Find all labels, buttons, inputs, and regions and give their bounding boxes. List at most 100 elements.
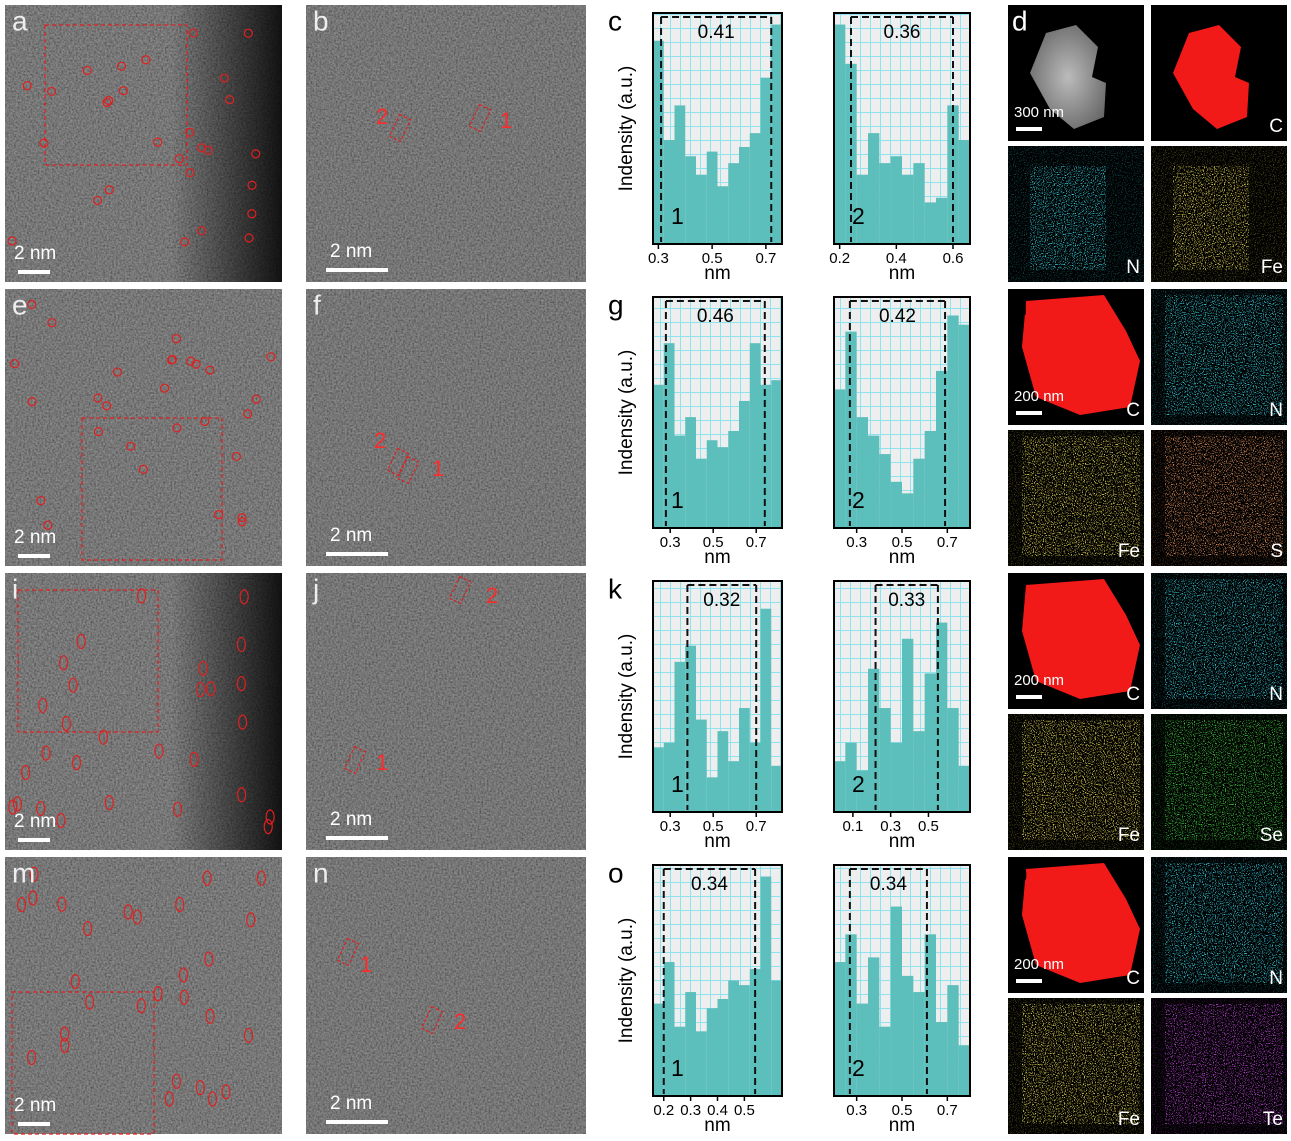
single-atom-marker: [172, 423, 182, 433]
single-atom-marker: [185, 168, 195, 178]
single-atom-marker: [153, 986, 163, 1002]
bar: [717, 998, 729, 1096]
bar: [913, 731, 925, 812]
single-atom-marker: [8, 799, 18, 815]
single-atom-marker: [207, 1091, 218, 1107]
x-tick-label: 0.3: [880, 818, 901, 835]
single-atom-marker: [68, 677, 78, 693]
bar: [771, 24, 782, 244]
single-atom-marker: [174, 153, 184, 164]
bar: [706, 440, 718, 528]
single-atom-marker: [243, 28, 253, 38]
bar: [728, 430, 739, 528]
single-atom-marker: [93, 393, 103, 403]
bar: [696, 719, 707, 812]
scale-bar-label: 200 nm: [1014, 672, 1064, 689]
x-tick-label: 0.2: [653, 1102, 674, 1119]
single-atom-marker: [256, 870, 266, 886]
panel-letter: e: [12, 289, 28, 320]
single-atom-marker: [41, 745, 51, 761]
single-atom-marker: [266, 352, 276, 362]
x-axis-label: nm: [704, 1115, 730, 1136]
single-atom-marker: [205, 1008, 215, 1024]
element-label: N: [1269, 684, 1283, 705]
scale-bar-label: 2 nm: [330, 241, 372, 262]
bar: [924, 202, 936, 244]
bar: [936, 197, 948, 244]
tem-noise: [306, 289, 586, 566]
bar: [856, 770, 868, 812]
tem-noise: [306, 857, 586, 1134]
bar: [760, 384, 772, 528]
element-map: [1165, 436, 1283, 556]
panel-letter: m: [12, 857, 35, 888]
panel-letter: g: [608, 289, 624, 320]
site-label: 1: [671, 203, 684, 229]
bar: [685, 417, 696, 528]
single-atom-marker: [36, 800, 46, 817]
single-atom-marker: [178, 967, 189, 983]
x-tick-label: 0.3: [680, 1102, 701, 1119]
plot-frame: [833, 580, 971, 813]
single-atom-marker: [28, 890, 38, 906]
bar: [696, 1031, 707, 1096]
x-tick-label: 0.3: [648, 250, 669, 267]
element-label: Fe: [1261, 257, 1283, 278]
bar: [706, 1008, 718, 1096]
x-axis-label: nm: [889, 831, 915, 852]
x-tick-label: 0.5: [918, 818, 939, 835]
single-atom-marker: [29, 866, 39, 882]
bar: [674, 435, 686, 528]
single-atom-marker: [93, 195, 103, 206]
window-width-label: 0.36: [884, 22, 921, 43]
element-label: N: [1269, 400, 1283, 421]
element-map: [1022, 863, 1140, 983]
bar: [663, 343, 675, 528]
bar: [749, 742, 761, 812]
zoom-region: [17, 589, 159, 733]
single-atom-marker: [173, 801, 183, 817]
single-atom-marker: [189, 751, 199, 767]
bar: [868, 435, 880, 528]
single-atom-marker: [153, 137, 163, 147]
tem-edge: [5, 573, 282, 850]
tem-noise: [306, 573, 586, 850]
x-tick-label: 0.5: [734, 1102, 755, 1119]
panel-letter: j: [312, 573, 319, 604]
single-atom-marker: [191, 359, 201, 369]
single-atom-marker: [206, 681, 216, 697]
single-atom-marker: [61, 715, 71, 732]
single-atom-marker: [186, 356, 196, 366]
bar: [856, 174, 868, 244]
site-label: 1: [671, 771, 684, 797]
y-axis-label: Indensity (a.u.): [616, 350, 637, 476]
bar: [674, 105, 686, 245]
element-label: S: [1270, 541, 1283, 562]
single-atom-marker: [47, 86, 57, 97]
x-tick-label: 0.3: [660, 818, 681, 835]
single-atom-marker: [202, 870, 212, 886]
single-atom-marker: [82, 65, 92, 76]
zoom-region: [11, 991, 155, 1135]
single-atom-marker: [38, 697, 48, 714]
y-axis-label: Indensity (a.u.): [616, 634, 637, 760]
single-atom-marker: [83, 920, 93, 937]
site-label: 2: [852, 1055, 865, 1081]
site-label: 2: [374, 428, 386, 453]
single-atom-marker: [185, 127, 195, 137]
panel-letter: b: [313, 5, 329, 36]
element-map: [1165, 295, 1283, 415]
element-label: Fe: [1118, 541, 1140, 562]
x-axis-label: nm: [704, 547, 730, 568]
bar: [868, 957, 880, 1096]
single-atom-marker: [263, 818, 273, 835]
x-tick-label: 0.3: [846, 534, 867, 551]
site-label: 1: [500, 108, 512, 133]
bar: [674, 1026, 686, 1096]
panel-letter: k: [608, 573, 623, 604]
window-width-label: 0.33: [888, 590, 925, 611]
scale-bar-label: 2 nm: [14, 811, 56, 832]
bar: [958, 765, 970, 812]
bar: [728, 980, 739, 1096]
bar: [663, 962, 675, 1096]
